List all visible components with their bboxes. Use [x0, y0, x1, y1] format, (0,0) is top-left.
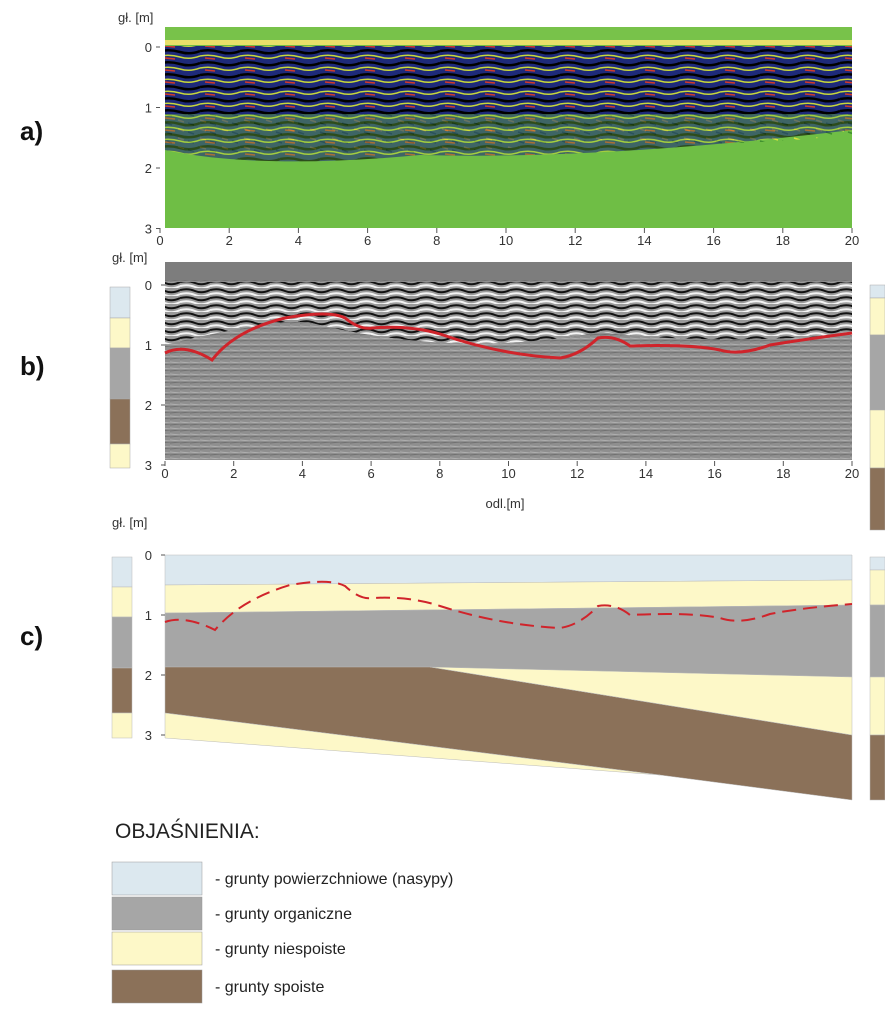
- x-tick-label: 12: [568, 233, 582, 248]
- legend-text: - grunty spoiste: [215, 979, 324, 996]
- x-tick-label: 20: [845, 233, 859, 248]
- x-tick-label: 4: [295, 233, 302, 248]
- x-tick-label: 2: [226, 233, 233, 248]
- y-tick-label: 1: [145, 338, 152, 353]
- x-tick-label: 2: [230, 466, 237, 481]
- x-tick-label: 16: [707, 466, 721, 481]
- x-tick-label: 8: [433, 233, 440, 248]
- x-tick-label: 14: [639, 466, 653, 481]
- x-tick-label: 0: [156, 233, 163, 248]
- legend-title: OBJAŚNIENIA:: [115, 819, 260, 843]
- x-tick-label: 10: [501, 466, 515, 481]
- panel-label: a): [20, 116, 43, 146]
- radargram-b: [164, 262, 853, 460]
- y-tick-label: 2: [145, 161, 152, 176]
- interpretation-line: [164, 312, 853, 362]
- y-tick-label: 3: [145, 458, 152, 473]
- x-axis-label: odl.[m]: [485, 496, 524, 511]
- x-tick-label: 14: [637, 233, 651, 248]
- x-tick-label: 4: [299, 466, 306, 481]
- legend-swatch: [111, 969, 203, 1004]
- panel-label: b): [20, 351, 45, 381]
- legend-text: - grunty niespoiste: [215, 941, 346, 958]
- y-tick-label: 1: [145, 608, 152, 623]
- y-axis-label: gł. [m]: [112, 250, 147, 265]
- y-tick-label: 3: [145, 728, 152, 743]
- profile-strip: [109, 284, 885, 531]
- y-axis-label: gł. [m]: [118, 10, 153, 25]
- legend-text: - grunty powierzchniowe (nasypy): [215, 871, 453, 888]
- x-tick-label: 6: [364, 233, 371, 248]
- x-tick-label: 10: [499, 233, 513, 248]
- x-tick-label: 20: [845, 466, 859, 481]
- x-tick-label: 18: [776, 233, 790, 248]
- x-tick-label: 0: [161, 466, 168, 481]
- y-tick-label: 0: [145, 548, 152, 563]
- legend-swatch: [111, 896, 203, 931]
- y-tick-label: 0: [145, 278, 152, 293]
- x-tick-label: 8: [436, 466, 443, 481]
- y-tick-label: 0: [145, 40, 152, 55]
- cross-section: [111, 554, 885, 801]
- y-tick-label: 2: [145, 398, 152, 413]
- x-tick-label: 16: [706, 233, 720, 248]
- y-tick-label: 3: [145, 222, 152, 237]
- y-axis-label: gł. [m]: [112, 515, 147, 530]
- radargram-a: [165, 27, 852, 228]
- panel-label: c): [20, 621, 43, 651]
- legend-swatch: [111, 861, 203, 896]
- x-tick-label: 18: [776, 466, 790, 481]
- x-tick-label: 12: [570, 466, 584, 481]
- legend-swatch: [111, 931, 203, 966]
- x-tick-label: 6: [367, 466, 374, 481]
- y-tick-label: 1: [145, 101, 152, 116]
- y-tick-label: 2: [145, 668, 152, 683]
- legend-text: - grunty organiczne: [215, 906, 352, 923]
